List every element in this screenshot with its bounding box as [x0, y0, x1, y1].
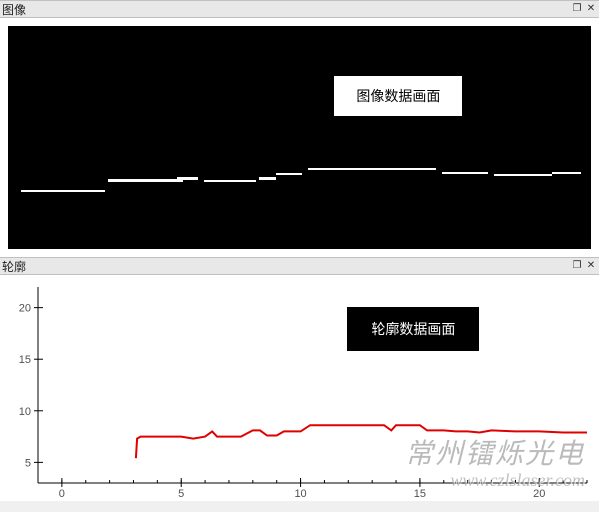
- scanline-segment: [494, 174, 552, 176]
- svg-text:20: 20: [19, 303, 31, 315]
- contour-panel-title: 轮廓: [2, 258, 571, 275]
- image-viewport[interactable]: 图像数据画面: [8, 26, 591, 249]
- scanline-segment: [276, 173, 302, 175]
- chart-overlay-label: 轮廓数据画面: [347, 307, 479, 351]
- scanline-segment: [308, 168, 436, 170]
- scanline-segment: [259, 177, 276, 180]
- contour-panel: 轮廓 ❐ ✕ 510152005101520 轮廓数据画面 常州镭烁光电 www…: [0, 257, 599, 501]
- svg-text:15: 15: [19, 354, 31, 366]
- svg-text:5: 5: [25, 457, 31, 469]
- dock-icon[interactable]: ❐: [571, 3, 583, 15]
- dock-icon[interactable]: ❐: [571, 260, 583, 272]
- close-icon[interactable]: ✕: [585, 260, 597, 272]
- chart-body: 510152005101520 轮廓数据画面 常州镭烁光电 www.czlsla…: [0, 275, 599, 501]
- contour-panel-header[interactable]: 轮廓 ❐ ✕: [0, 257, 599, 275]
- scanline-segment: [108, 179, 184, 181]
- svg-text:10: 10: [19, 406, 31, 418]
- scanline-segment: [177, 177, 197, 180]
- svg-text:10: 10: [294, 488, 306, 500]
- contour-panel-controls: ❐ ✕: [571, 260, 597, 272]
- image-panel: 图像 ❐ ✕ 图像数据画面: [0, 0, 599, 257]
- image-overlay-label: 图像数据画面: [334, 76, 462, 116]
- svg-text:20: 20: [533, 488, 545, 500]
- close-icon[interactable]: ✕: [585, 3, 597, 15]
- scanline-segment: [21, 190, 105, 192]
- scanline-segment: [442, 172, 488, 174]
- image-panel-controls: ❐ ✕: [571, 3, 597, 15]
- image-panel-title: 图像: [2, 1, 571, 18]
- scanline-segment: [204, 180, 256, 182]
- image-panel-header[interactable]: 图像 ❐ ✕: [0, 0, 599, 18]
- contour-chart[interactable]: 5 10 15 20 0 5 10 15 20: [8, 281, 591, 501]
- scanline-segment: [552, 172, 581, 174]
- svg-text:15: 15: [414, 488, 426, 500]
- svg-text:5: 5: [178, 488, 184, 500]
- svg-text:0: 0: [59, 488, 65, 500]
- image-body: 图像数据画面: [0, 18, 599, 257]
